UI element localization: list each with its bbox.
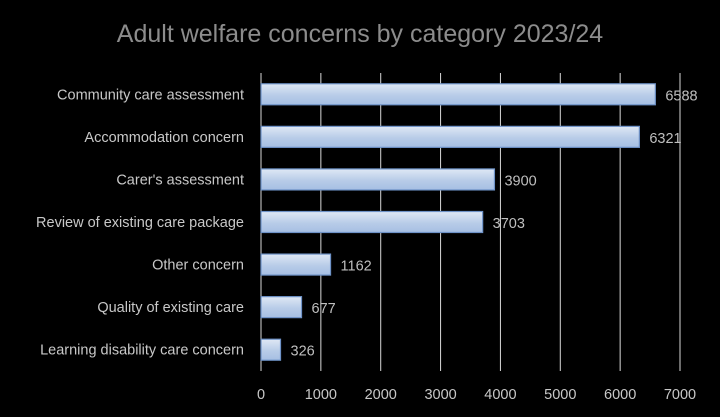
data-label: 677 [312,301,336,317]
data-label: 326 [291,344,315,360]
bar [260,125,640,148]
bar [260,168,496,191]
x-tick-label: 2000 [365,387,397,403]
data-labels: 6588 6321 3900 3703 1162 677 326 [291,88,698,359]
x-tick-label: 3000 [424,387,456,403]
x-tick-label: 1000 [305,387,337,403]
bar [260,296,303,319]
data-label: 6588 [665,88,697,104]
category-label: Accommodation concern [84,130,244,146]
x-tick-label: 7000 [664,387,696,403]
data-label: 3900 [504,173,536,189]
bar [260,210,484,234]
bar [260,338,282,361]
x-tick-labels: 0 1000 2000 3000 4000 5000 6000 7000 [257,387,696,403]
x-tick-label: 4000 [484,387,516,403]
x-tick-label: 5000 [544,387,576,403]
category-labels: Community care assessment Accommodation c… [36,87,244,358]
data-label: 3703 [493,216,525,232]
category-label: Learning disability care concern [40,343,244,359]
category-label: Community care assessment [57,87,244,103]
x-tick-label: 6000 [604,387,636,403]
category-label: Review of existing care package [36,215,244,231]
category-label: Carer's assessment [116,172,244,188]
category-label: Other concern [152,258,244,274]
category-label: Quality of existing care [97,300,244,316]
data-label: 1162 [341,259,372,275]
bar [260,83,656,106]
bar [260,253,332,276]
bars [260,83,656,361]
x-tick-label: 0 [257,387,265,403]
chart-title: Adult welfare concerns by category 2023/… [117,20,603,48]
data-label: 6321 [649,131,681,147]
